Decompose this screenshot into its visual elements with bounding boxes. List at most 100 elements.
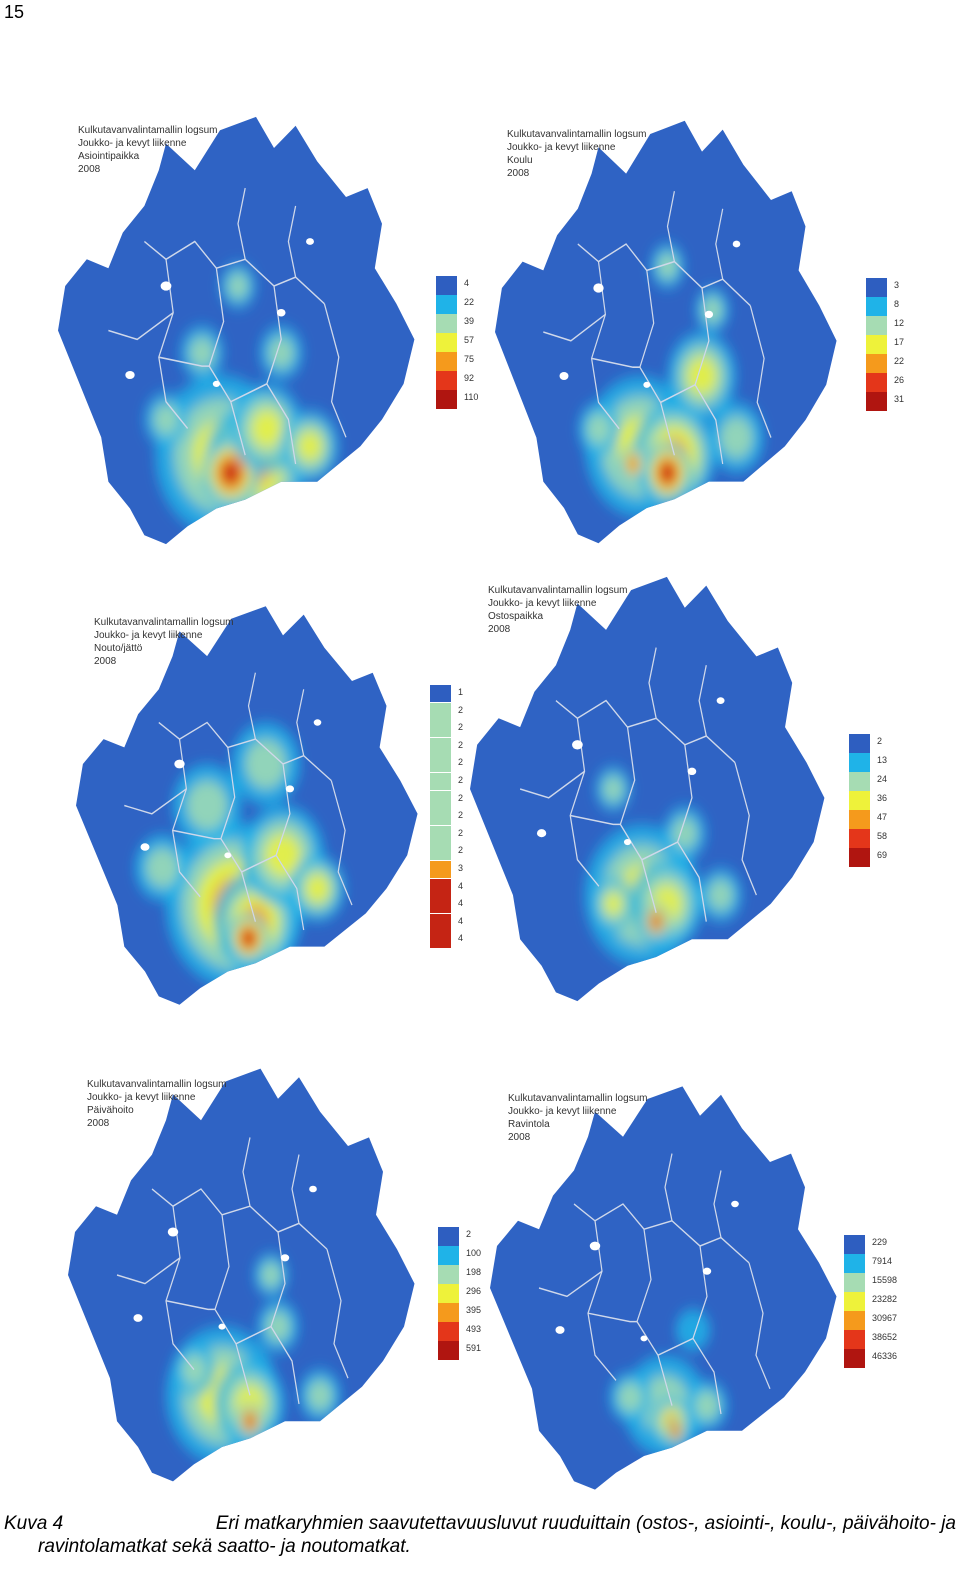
municipal-boundary xyxy=(296,689,305,756)
legend-label: 2 xyxy=(458,827,464,838)
intensity-hotspot xyxy=(617,1382,643,1413)
lake xyxy=(732,240,741,248)
intensity-hotspot xyxy=(224,464,238,482)
intensity-hotspot xyxy=(719,416,754,459)
intensity-hotspot xyxy=(153,403,179,436)
intensity-hotspot xyxy=(265,833,301,877)
map-title: Kulkutavanvalintamallin logsum Joukko- ja… xyxy=(94,616,234,668)
map-title-line: Kulkutavanvalintamallin logsum xyxy=(94,617,234,628)
map-title-line: Kulkutavanvalintamallin logsum xyxy=(78,125,218,136)
lake xyxy=(559,371,569,381)
legend-swatch xyxy=(844,1311,865,1330)
legend-swatch xyxy=(436,390,457,409)
legend-swatch xyxy=(436,371,457,390)
municipal-boundary xyxy=(237,187,246,260)
legend-swatch xyxy=(438,1341,459,1360)
municipal-boundary xyxy=(144,240,325,305)
intensity-hotspot xyxy=(652,917,660,926)
map-title-line: Joukko- ja kevyt liikenne xyxy=(87,1092,196,1103)
legend-swatch xyxy=(430,685,451,703)
intensity-hotspot xyxy=(629,459,637,469)
map-title-line: Nouto/jättö xyxy=(94,643,143,654)
legend-swatch xyxy=(849,753,870,772)
municipal-boundary xyxy=(591,357,640,368)
legend-label: 22 xyxy=(464,297,475,307)
intensity-hotspot xyxy=(265,1311,291,1343)
municipal-boundary xyxy=(124,788,187,815)
legend-label: 1 xyxy=(458,687,464,697)
lake xyxy=(212,380,220,388)
lake xyxy=(687,767,697,776)
legend-label: 23282 xyxy=(872,1294,898,1304)
municipal-boundary xyxy=(330,780,353,906)
lake xyxy=(160,281,172,291)
municipal-boundary xyxy=(639,270,675,456)
municipal-boundary xyxy=(291,1154,300,1224)
municipal-boundary xyxy=(713,1170,722,1238)
lake xyxy=(572,740,583,750)
legend-swatch xyxy=(438,1246,459,1265)
legend-label: 2 xyxy=(458,722,464,733)
legend-swatch xyxy=(866,278,887,297)
lake xyxy=(555,1326,565,1334)
municipal-boundary xyxy=(648,647,657,719)
legend-swatch xyxy=(866,373,887,392)
legend-label: 296 xyxy=(466,1286,482,1296)
legend-swatch xyxy=(844,1330,865,1349)
map-panel xyxy=(76,598,421,1013)
legend-swatch xyxy=(436,333,457,352)
legend-swatch xyxy=(866,354,887,373)
legend-label: 4 xyxy=(458,880,464,891)
legend-swatch xyxy=(438,1227,459,1246)
heatmap-map xyxy=(58,116,415,545)
municipal-boundary xyxy=(577,243,751,307)
legend-label: 110 xyxy=(464,392,479,402)
legend-label: 69 xyxy=(877,850,888,860)
legend-swatch xyxy=(430,720,451,738)
lake xyxy=(276,308,286,317)
intensity-hotspot xyxy=(661,465,674,480)
legend-label: 2 xyxy=(458,757,464,768)
map-title-line: Koulu xyxy=(507,155,533,166)
municipal-boundary xyxy=(590,261,620,430)
intensity-hotspot xyxy=(145,847,179,888)
municipal-boundary xyxy=(664,1153,673,1221)
legend-label: 2 xyxy=(458,774,464,785)
legend-label: 75 xyxy=(464,354,475,364)
intensity-hotspot xyxy=(246,1417,254,1426)
legend-label: 47 xyxy=(877,812,888,822)
lake xyxy=(133,1314,143,1322)
legend-label: 39 xyxy=(464,316,475,326)
legend-label: 31 xyxy=(894,394,905,404)
legend-label: 2 xyxy=(458,739,464,750)
legend-swatch xyxy=(866,392,887,411)
map-panel xyxy=(490,1078,840,1498)
legend-label: 58 xyxy=(877,831,888,841)
map-title: Kulkutavanvalintamallin logsum Joukko- ja… xyxy=(488,584,628,636)
legend-swatch xyxy=(438,1322,459,1341)
map-panel xyxy=(495,112,840,552)
legend-swatch xyxy=(866,316,887,335)
municipal-boundary xyxy=(715,208,724,280)
legend-swatch xyxy=(849,791,870,810)
legend-label: 26 xyxy=(894,375,905,385)
heatmap-map xyxy=(470,576,825,1002)
legend-swatch xyxy=(844,1254,865,1273)
map-panel xyxy=(58,108,418,553)
municipal-boundary xyxy=(555,699,736,764)
legend-label: 8 xyxy=(894,299,900,309)
legend-label: 395 xyxy=(466,1305,482,1315)
legend-swatch xyxy=(436,314,457,333)
legend-swatch xyxy=(430,878,451,896)
municipal-boundary xyxy=(676,744,707,922)
intensity-hotspot xyxy=(602,775,624,803)
heatmap-map xyxy=(76,606,418,1005)
map-title-line: Joukko- ja kevyt liikenne xyxy=(508,1106,617,1117)
map-title-line: Joukko- ja kevyt liikenne xyxy=(488,598,597,609)
legend-label: 36 xyxy=(877,793,888,803)
municipal-boundary xyxy=(247,672,256,740)
intensity-hotspot xyxy=(671,817,698,850)
intensity-hotspot xyxy=(586,412,611,445)
municipal-boundary xyxy=(287,205,297,278)
legend-swatch xyxy=(844,1349,865,1368)
